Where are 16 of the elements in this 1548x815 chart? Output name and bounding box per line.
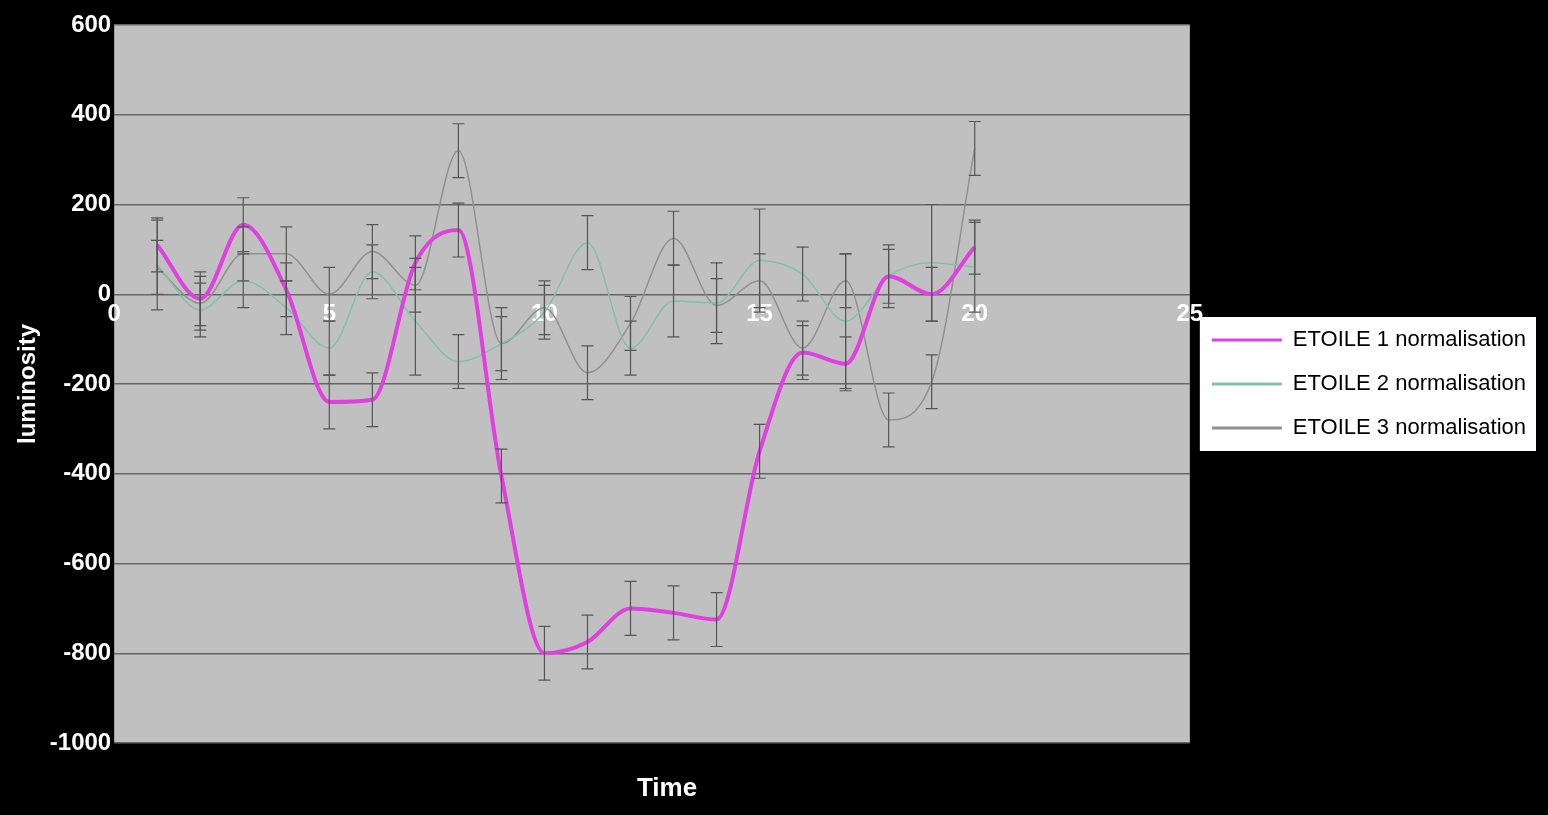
x-axis-title: Time — [635, 772, 699, 803]
y-tick-label: -1000 — [49, 727, 112, 755]
legend-label: ETOILE 2 normalisation — [1292, 370, 1527, 396]
y-tick-label: -200 — [63, 368, 112, 396]
y-tick-label: -600 — [63, 548, 112, 576]
x-tick-label: 20 — [961, 299, 989, 327]
y-tick-label: -400 — [63, 458, 112, 486]
legend-label: ETOILE 1 normalisation — [1292, 326, 1527, 352]
legend-label: ETOILE 3 normalisation — [1292, 414, 1527, 440]
y-tick-label: 600 — [71, 9, 112, 37]
y-axis-title: luminosity — [13, 323, 41, 445]
y-tick-label: 200 — [71, 189, 112, 217]
y-tick-label: 400 — [71, 99, 112, 127]
x-tick-label: 25 — [1176, 299, 1204, 327]
x-tick-label: 15 — [746, 299, 773, 327]
y-tick-label: -800 — [63, 637, 112, 665]
